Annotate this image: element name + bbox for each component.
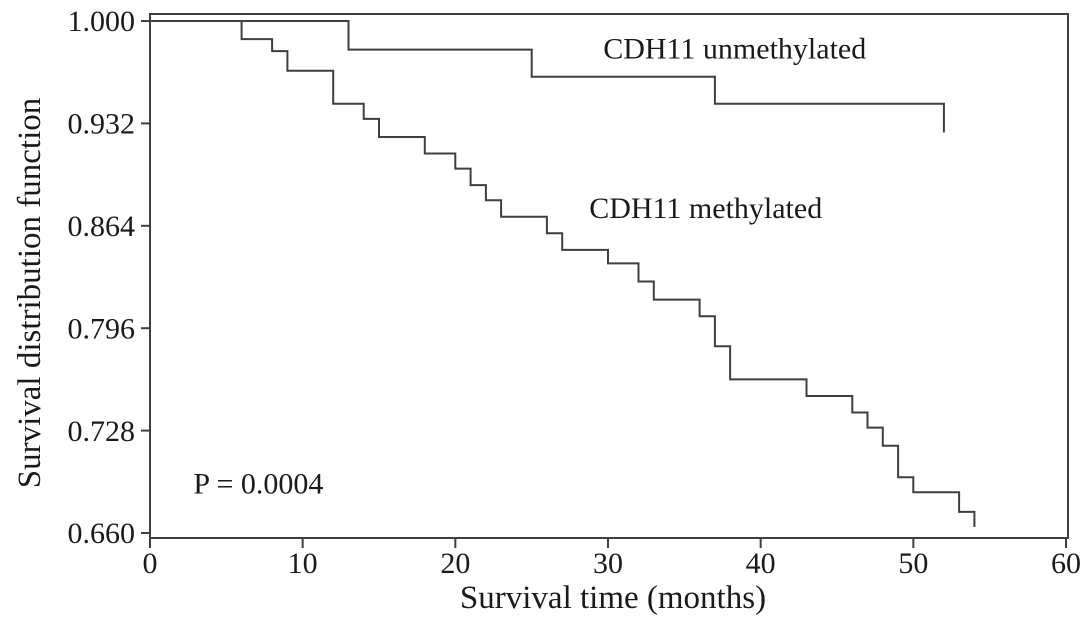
x-tick-label: 0 (143, 547, 158, 580)
y-tick-label: 1.000 (68, 5, 136, 38)
y-tick-label: 0.864 (68, 210, 136, 243)
methylated-curve-label: CDH11 methylated (589, 192, 822, 225)
survival-curve-unmethylated (150, 20, 945, 133)
x-tick-label: 20 (440, 547, 470, 580)
unmethylated-curve-label: CDH11 unmethylated (603, 32, 866, 65)
p-value-label: P = 0.0004 (193, 468, 323, 501)
y-tick-label: 0.932 (68, 108, 136, 141)
y-tick-label: 0.796 (68, 312, 136, 345)
survival-curve-methylated (150, 20, 976, 527)
y-axis-title: Survival distribution function (12, 98, 48, 488)
plot-frame (149, 13, 1069, 539)
x-tick-label: 60 (1051, 547, 1081, 580)
x-axis-title: Survival time (months) (460, 580, 766, 616)
y-tick-label: 0.660 (68, 517, 136, 550)
x-tick-label: 30 (593, 547, 623, 580)
y-tick-label: 0.728 (68, 415, 136, 448)
x-tick-label: 10 (288, 547, 318, 580)
x-tick-label: 40 (746, 547, 776, 580)
x-tick-label: 50 (898, 547, 928, 580)
